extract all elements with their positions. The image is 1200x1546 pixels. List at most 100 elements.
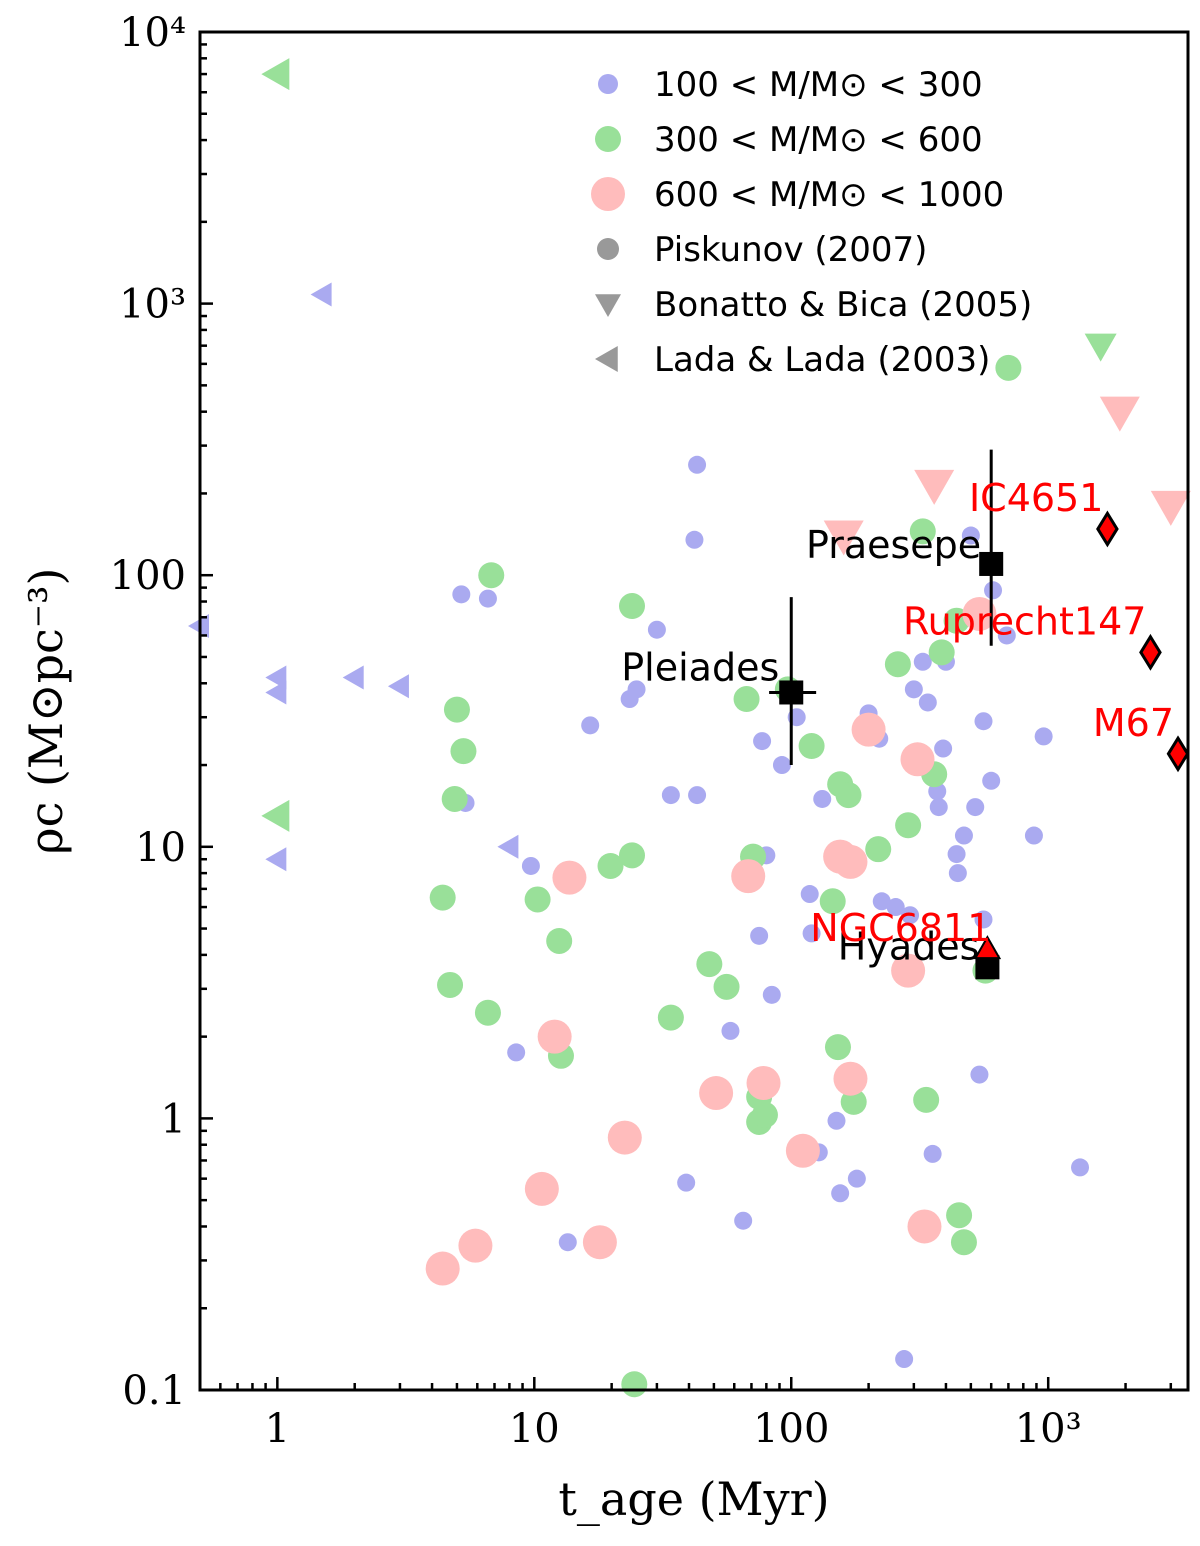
data-point-triangle-left [261, 58, 290, 91]
data-point-triangle-left [310, 282, 332, 307]
data-point [661, 786, 680, 805]
data-point [425, 1251, 460, 1286]
data-point [872, 892, 891, 911]
legend-swatch-5 [595, 346, 618, 372]
data-point [597, 852, 624, 879]
data-point-triangle-down [1099, 396, 1140, 432]
data-point [966, 798, 985, 817]
data-point-triangle-left [265, 847, 287, 872]
data-point [800, 885, 819, 904]
data-point [824, 1034, 851, 1061]
data-point [886, 898, 905, 917]
data-point [537, 1019, 572, 1054]
data-point [1071, 1158, 1090, 1177]
data-point [772, 756, 791, 775]
data-point [731, 859, 766, 894]
x-tick-label: 100 [753, 1406, 829, 1452]
data-point-triangle-left [342, 665, 364, 690]
y-tick-label: 100 [110, 553, 186, 599]
data-point [851, 712, 886, 747]
data-point [923, 1144, 942, 1163]
data-point [696, 951, 723, 978]
data-point [478, 562, 505, 589]
data-point-triangle-left [497, 834, 519, 859]
data-point [552, 860, 587, 895]
data-point [891, 953, 926, 988]
data-point [546, 927, 573, 954]
legend-swatch-3 [597, 238, 619, 260]
data-point [884, 651, 911, 678]
data-point [827, 1111, 846, 1130]
data-point [441, 785, 468, 812]
legend-swatch-4 [595, 294, 621, 317]
data-point [688, 786, 707, 805]
data-point [753, 732, 772, 751]
data-point [478, 589, 497, 608]
data-point [954, 826, 973, 845]
y-tick-label: 1 [161, 1096, 186, 1142]
data-point [450, 738, 477, 765]
legend-entry-label: 300 < M/M⊙ < 600 [654, 120, 983, 160]
cluster-label-m67: M67 [1093, 701, 1174, 745]
data-point [458, 1228, 493, 1263]
data-point [802, 924, 821, 943]
data-point [713, 973, 740, 1000]
data-point [997, 626, 1016, 645]
data-point [429, 884, 456, 911]
data-point [934, 739, 953, 758]
data-point [751, 1101, 778, 1128]
data-point [961, 526, 980, 545]
data-point [909, 518, 936, 545]
cluster-marker-ngc6811 [973, 935, 1002, 960]
legend-swatch-2 [591, 177, 625, 211]
data-point [507, 1043, 526, 1062]
data-point [833, 1061, 868, 1096]
x-tick-label: 10³ [1015, 1406, 1082, 1452]
data-point [581, 716, 600, 735]
data-point [1034, 727, 1053, 746]
y-tick-label: 10 [135, 825, 186, 871]
data-point-triangle-left [265, 680, 287, 705]
legend-swatch-1 [595, 126, 621, 152]
data-point [607, 1120, 642, 1155]
data-point [835, 782, 862, 809]
data-point [970, 1065, 989, 1084]
cluster-marker-pleiades [779, 680, 804, 705]
data-point [647, 620, 666, 639]
y-tick-label: 10⁴ [119, 10, 186, 56]
data-point [443, 696, 470, 723]
data-point [627, 680, 646, 699]
data-point [688, 455, 707, 474]
x-tick-label: 10 [509, 1406, 560, 1452]
data-point [524, 1171, 559, 1206]
data-point [618, 593, 645, 620]
data-point [621, 1371, 648, 1398]
data-point [798, 733, 825, 760]
data-point [685, 530, 704, 549]
data-point [865, 836, 892, 863]
cluster-label-ic4651: IC4651 [969, 476, 1103, 520]
data-point [437, 971, 464, 998]
data-point [900, 742, 935, 777]
y-tick-label: 0.1 [122, 1368, 186, 1414]
data-point [618, 842, 645, 869]
cluster-label-pleiades: Pleiades [621, 645, 779, 689]
y-tick-label: 10³ [119, 282, 186, 328]
data-point [929, 798, 948, 817]
plot-frame [198, 30, 1190, 1392]
cluster-marker-ic4651 [1096, 510, 1119, 548]
data-point-triangle-down [914, 469, 955, 505]
data-point [946, 1202, 973, 1229]
cluster-marker-praesepe [979, 551, 1004, 576]
legend-entry-label: Piskunov (2007) [654, 230, 927, 270]
data-point [762, 985, 781, 1004]
data-point [847, 1169, 866, 1188]
data-point [813, 789, 832, 808]
data-point [913, 1086, 940, 1113]
x-axis-label: t_age (Myr) [558, 1472, 829, 1526]
data-point-triangle-down [823, 520, 864, 556]
data-point [746, 1066, 781, 1101]
legend-entry-label: 100 < M/M⊙ < 300 [654, 65, 983, 105]
data-point [895, 812, 922, 839]
data-point [928, 639, 955, 666]
